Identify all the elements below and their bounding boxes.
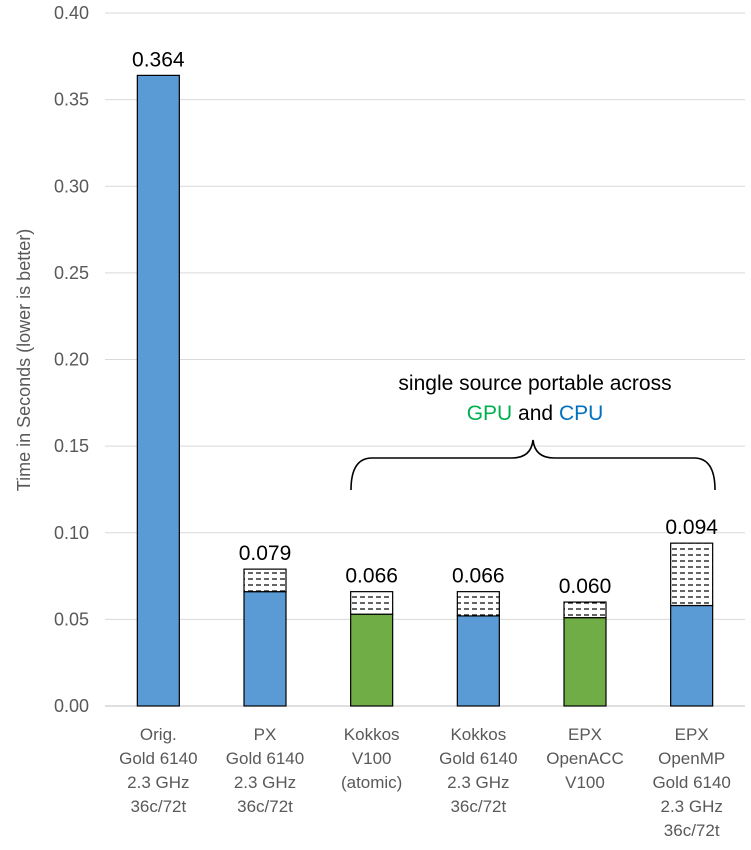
annotation-line2: GPU and CPU (467, 402, 604, 425)
x-category-label: Gold 6140 (119, 749, 197, 768)
x-category-label: 2.3 GHz (660, 797, 722, 816)
bar-base-segment (456, 615, 500, 707)
data-label: 0.066 (345, 565, 398, 588)
annotation-line1: single source portable across (398, 372, 671, 395)
bar-overhead-segment (670, 542, 714, 607)
data-label: 0.060 (559, 575, 612, 598)
bar-base-segment (670, 604, 714, 707)
x-category-label: 2.3 GHz (234, 773, 296, 792)
x-category-label: EPX (675, 725, 709, 744)
x-axis-categories: Orig. Gold 6140 2.3 GHz 36c/72t PX Gold 6140 2… (119, 725, 731, 840)
bar-base-segment (563, 617, 607, 707)
x-category-label: V100 (352, 749, 392, 768)
x-category-label: Gold 6140 (652, 773, 730, 792)
annotation-cpu: CPU (559, 402, 603, 425)
bar-overhead-segment (243, 568, 287, 593)
y-tick-label: 0.00 (54, 696, 89, 716)
x-category-label: V100 (565, 773, 605, 792)
x-category-label: Kokkos (450, 725, 506, 744)
y-tick-label: 0.10 (54, 523, 89, 543)
y-tick-label: 0.40 (54, 3, 89, 23)
annotation-brace (350, 439, 716, 491)
y-tick-label: 0.25 (54, 263, 89, 283)
y-tick-label: 0.20 (54, 350, 89, 370)
bars: 0.364 0.079 0.066 0.066 0.060 0.094 (132, 48, 718, 707)
x-category-label: 36c/72t (237, 797, 293, 816)
y-tick-label: 0.30 (54, 176, 89, 196)
annotation-and: and (512, 402, 559, 425)
annotation: single source portable across GPU and CP… (350, 372, 716, 491)
bar-base-segment (350, 613, 394, 707)
bar-base-segment (136, 74, 180, 707)
y-tick-label: 0.15 (54, 436, 89, 456)
bar-overhead-segment (456, 591, 500, 617)
x-category-label: PX (254, 725, 277, 744)
x-category-label: Orig. (140, 725, 177, 744)
y-axis-ticks: 0.00 0.05 0.10 0.15 0.20 0.25 0.30 0.35 0.40 (54, 3, 89, 716)
annotation-gpu: GPU (467, 402, 513, 425)
x-category-label: 36c/72t (450, 797, 506, 816)
x-category-label: 36c/72t (664, 821, 720, 840)
x-category-label: OpenACC (546, 749, 623, 768)
data-label: 0.066 (452, 565, 505, 588)
x-category-label: Kokkos (344, 725, 400, 744)
gridlines (105, 12, 745, 707)
y-tick-label: 0.35 (54, 90, 89, 110)
x-category-label: EPX (568, 725, 602, 744)
data-label: 0.364 (132, 48, 185, 71)
x-category-label: OpenMP (658, 749, 725, 768)
data-label: 0.079 (239, 542, 292, 565)
x-category-label: 2.3 GHz (447, 773, 509, 792)
bar-overhead-segment (563, 601, 607, 619)
bar-base-segment (243, 591, 287, 707)
y-tick-label: 0.05 (54, 609, 89, 629)
x-category-label: Gold 6140 (226, 749, 304, 768)
data-label: 0.094 (665, 516, 718, 539)
x-category-label: 2.3 GHz (127, 773, 189, 792)
y-axis-label: Time in Seconds (lower is better) (14, 229, 34, 491)
bar-overhead-segment (350, 591, 394, 615)
x-category-label: Gold 6140 (439, 749, 517, 768)
x-category-label: (atomic) (341, 773, 402, 792)
x-category-label: 36c/72t (130, 797, 186, 816)
